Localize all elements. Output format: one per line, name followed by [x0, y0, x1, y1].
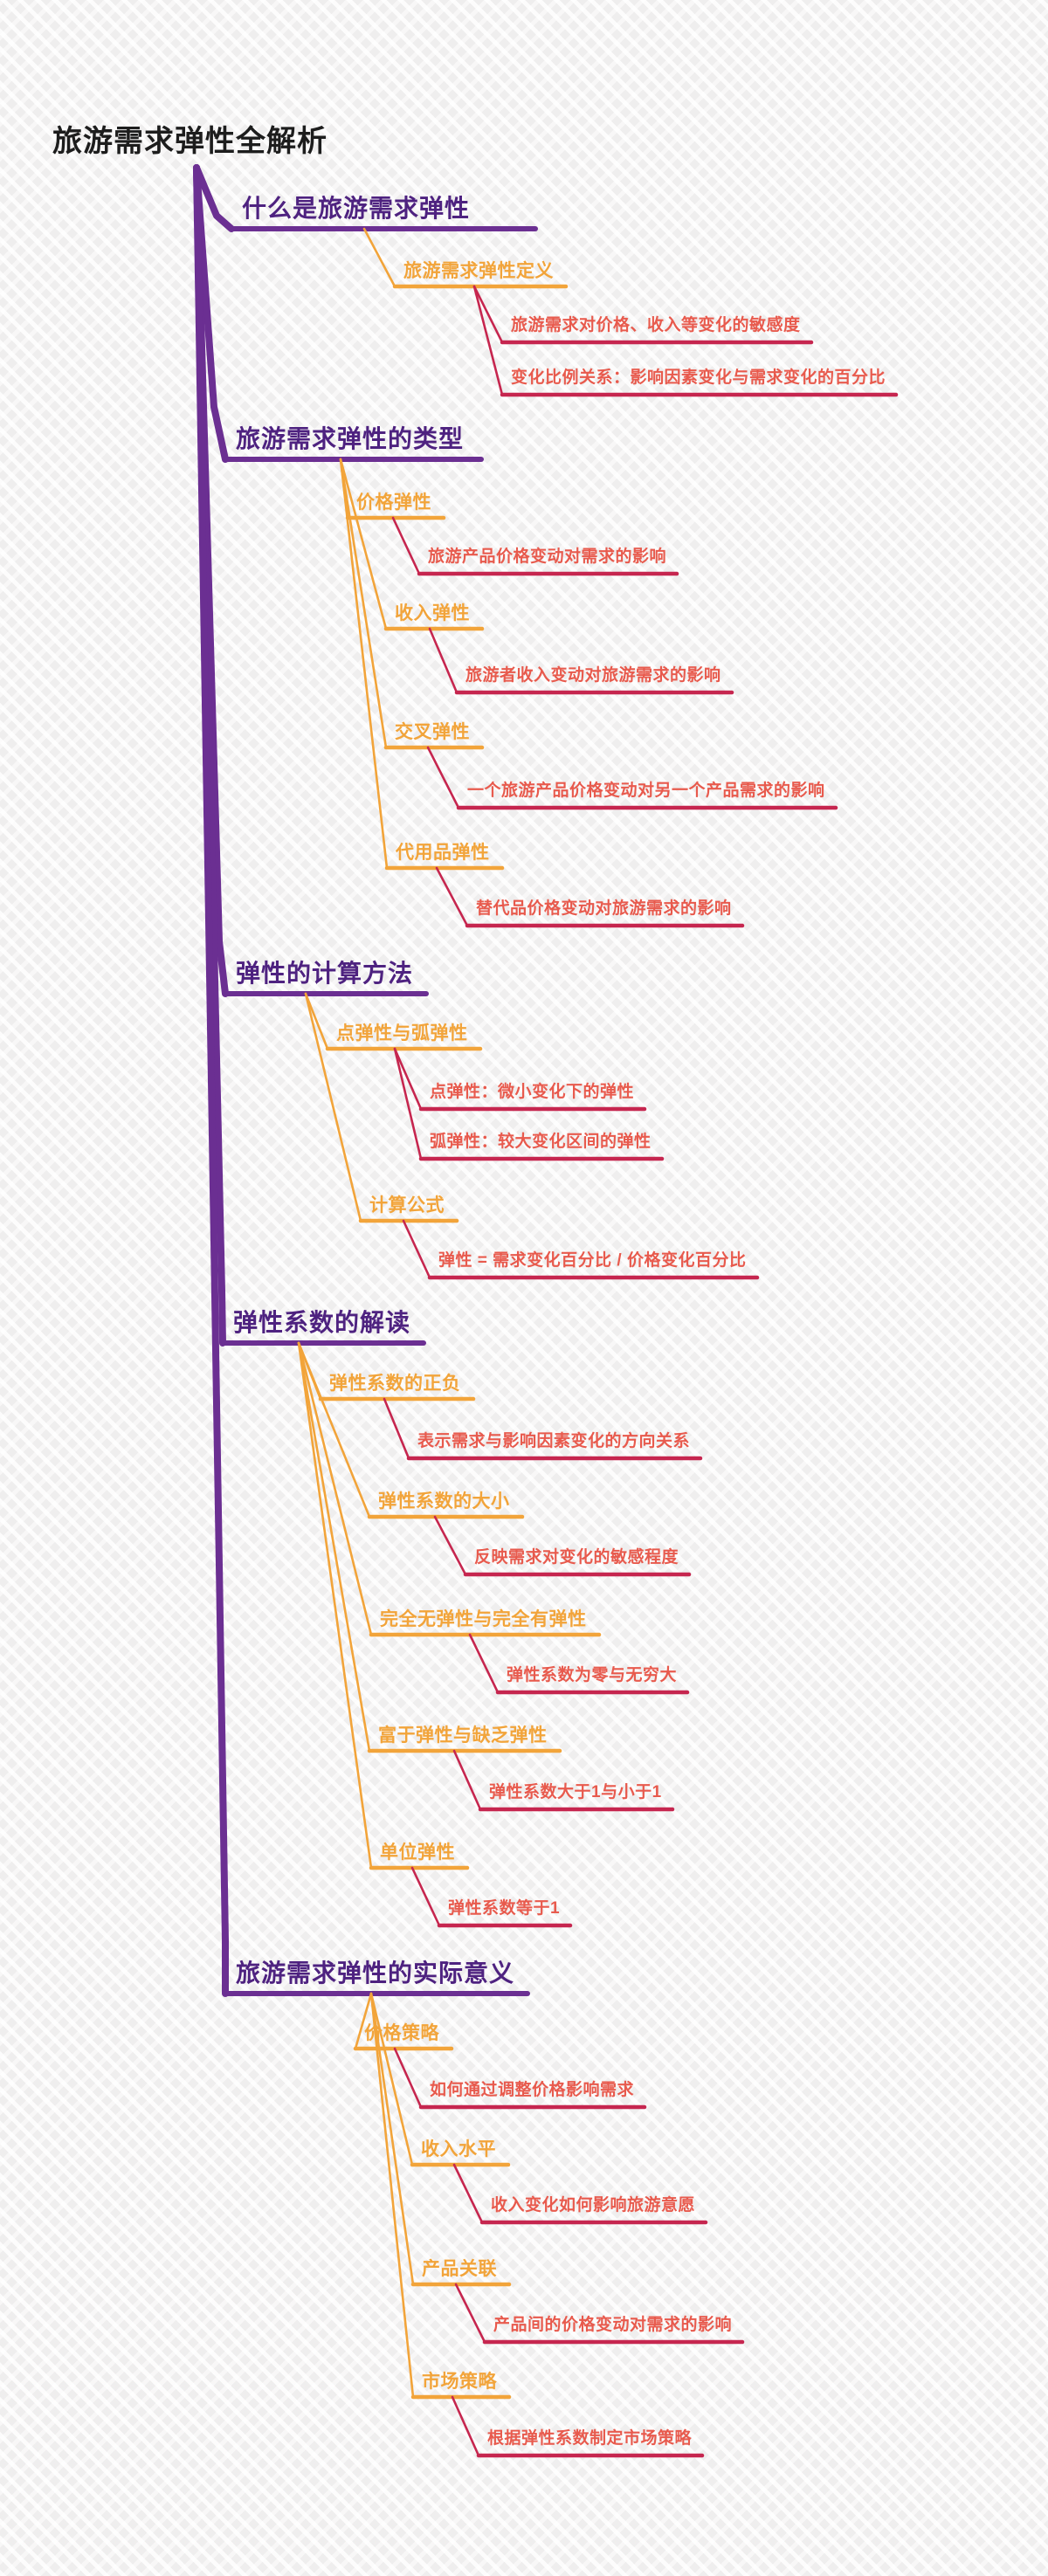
topic-node[interactable]: 收入水平: [421, 2139, 496, 2159]
detail-node[interactable]: 根据弹性系数制定市场策略: [487, 2429, 693, 2448]
topic-node[interactable]: 代用品弹性: [396, 843, 490, 863]
detail-node[interactable]: 替代品价格变动对旅游需求的影响: [476, 899, 732, 918]
detail-connector: [472, 285, 504, 344]
detail-connector: [393, 1047, 423, 1111]
topic-node[interactable]: 单位弹性: [380, 1842, 455, 1863]
detail-node[interactable]: 弹性系数为零与无穷大: [507, 1666, 678, 1684]
topic-node[interactable]: 富于弹性与缺乏弹性: [378, 1725, 548, 1746]
topic-node[interactable]: 交叉弹性: [395, 722, 470, 742]
detail-connector: [393, 1047, 423, 1161]
topic-node[interactable]: 弹性系数的大小: [378, 1491, 510, 1512]
detail-connector: [472, 285, 504, 396]
topic-connector: [339, 458, 388, 630]
detail-connector: [402, 1219, 431, 1279]
topic-connector: [339, 458, 389, 870]
detail-connector: [452, 2163, 484, 2224]
detail-connector: [428, 627, 458, 694]
topic-connector: [297, 1341, 371, 1519]
detail-connector: [435, 866, 469, 927]
topic-connector: [369, 1992, 415, 2399]
topic-connector: [339, 458, 388, 749]
mindmap-root-title: 旅游需求弹性全解析: [52, 125, 328, 158]
detail-connector: [426, 746, 460, 809]
topic-connector: [354, 1992, 373, 2050]
detail-node[interactable]: 弹性 = 需求变化百分比 / 价格变化百分比: [438, 1251, 747, 1270]
detail-node[interactable]: 产品间的价格变动对需求的影响: [493, 2316, 733, 2334]
topic-node[interactable]: 计算公式: [369, 1195, 445, 1216]
detail-connector: [452, 1749, 482, 1811]
detail-connector: [433, 1515, 467, 1576]
branch-node[interactable]: 什么是旅游需求弹性: [242, 195, 471, 222]
topic-node[interactable]: 市场策略: [422, 2372, 497, 2392]
topic-connector: [297, 1341, 373, 1636]
topic-node[interactable]: 价格策略: [364, 2023, 439, 2043]
detail-connector: [393, 2047, 423, 2109]
detail-node[interactable]: 如何通过调整价格影响需求: [430, 2081, 635, 2099]
detail-connector: [451, 2395, 480, 2457]
topic-node[interactable]: 弹性系数的正负: [329, 1374, 461, 1394]
detail-connector: [468, 1633, 500, 1694]
topic-node[interactable]: 点弹性与弧弹性: [336, 1023, 468, 1043]
topic-connector: [304, 992, 329, 1050]
branch-node[interactable]: 旅游需求弹性的实际意义: [236, 1960, 515, 1987]
detail-node[interactable]: 旅游者收入变动对旅游需求的影响: [465, 666, 721, 685]
detail-node[interactable]: 变化比例关系：影响因素变化与需求变化的百分比: [511, 368, 886, 387]
detail-node[interactable]: 表示需求与影响因素变化的方向关系: [417, 1432, 691, 1450]
topic-connector: [362, 227, 396, 288]
topic-node[interactable]: 产品关联: [422, 2259, 497, 2279]
detail-node[interactable]: 弹性系数大于1与小于1: [489, 1783, 662, 1801]
topic-node[interactable]: 收入弹性: [395, 603, 470, 623]
detail-node[interactable]: 弹性系数等于1: [448, 1899, 561, 1918]
detail-node[interactable]: 点弹性：微小变化下的弹性: [430, 1083, 635, 1101]
topic-connector: [297, 1341, 373, 1870]
topic-node[interactable]: 旅游需求弹性定义: [403, 261, 554, 281]
topic-node[interactable]: 价格弹性: [356, 492, 431, 513]
detail-node[interactable]: 旅游产品价格变动对需求的影响: [428, 548, 667, 566]
branch-node[interactable]: 弹性的计算方法: [236, 960, 414, 987]
detail-node[interactable]: 反映需求对变化的敏感程度: [474, 1548, 679, 1567]
detail-connector: [391, 516, 421, 575]
branch-connector: [193, 164, 229, 1997]
topic-node[interactable]: 完全无弹性与完全有弹性: [380, 1609, 587, 1629]
topic-connector: [369, 1992, 415, 2286]
detail-node[interactable]: 一个旅游产品价格变动对另一个产品需求的影响: [467, 782, 825, 800]
detail-connector: [410, 1866, 441, 1927]
branch-node[interactable]: 旅游需求弹性的类型: [236, 425, 465, 452]
detail-connector: [383, 1397, 410, 1460]
branch-node[interactable]: 弹性系数的解读: [233, 1309, 411, 1336]
topic-connector: [297, 1341, 371, 1753]
detail-node[interactable]: 旅游需求对价格、收入等变化的敏感度: [511, 316, 801, 334]
topic-connector: [369, 1992, 414, 2166]
detail-connector: [454, 2283, 486, 2344]
topic-connector: [304, 992, 362, 1223]
branch-connector: [193, 164, 235, 232]
detail-node[interactable]: 收入变化如何影响旅游意愿: [491, 2196, 696, 2214]
detail-node[interactable]: 弧弹性：较大变化区间的弹性: [430, 1133, 652, 1151]
